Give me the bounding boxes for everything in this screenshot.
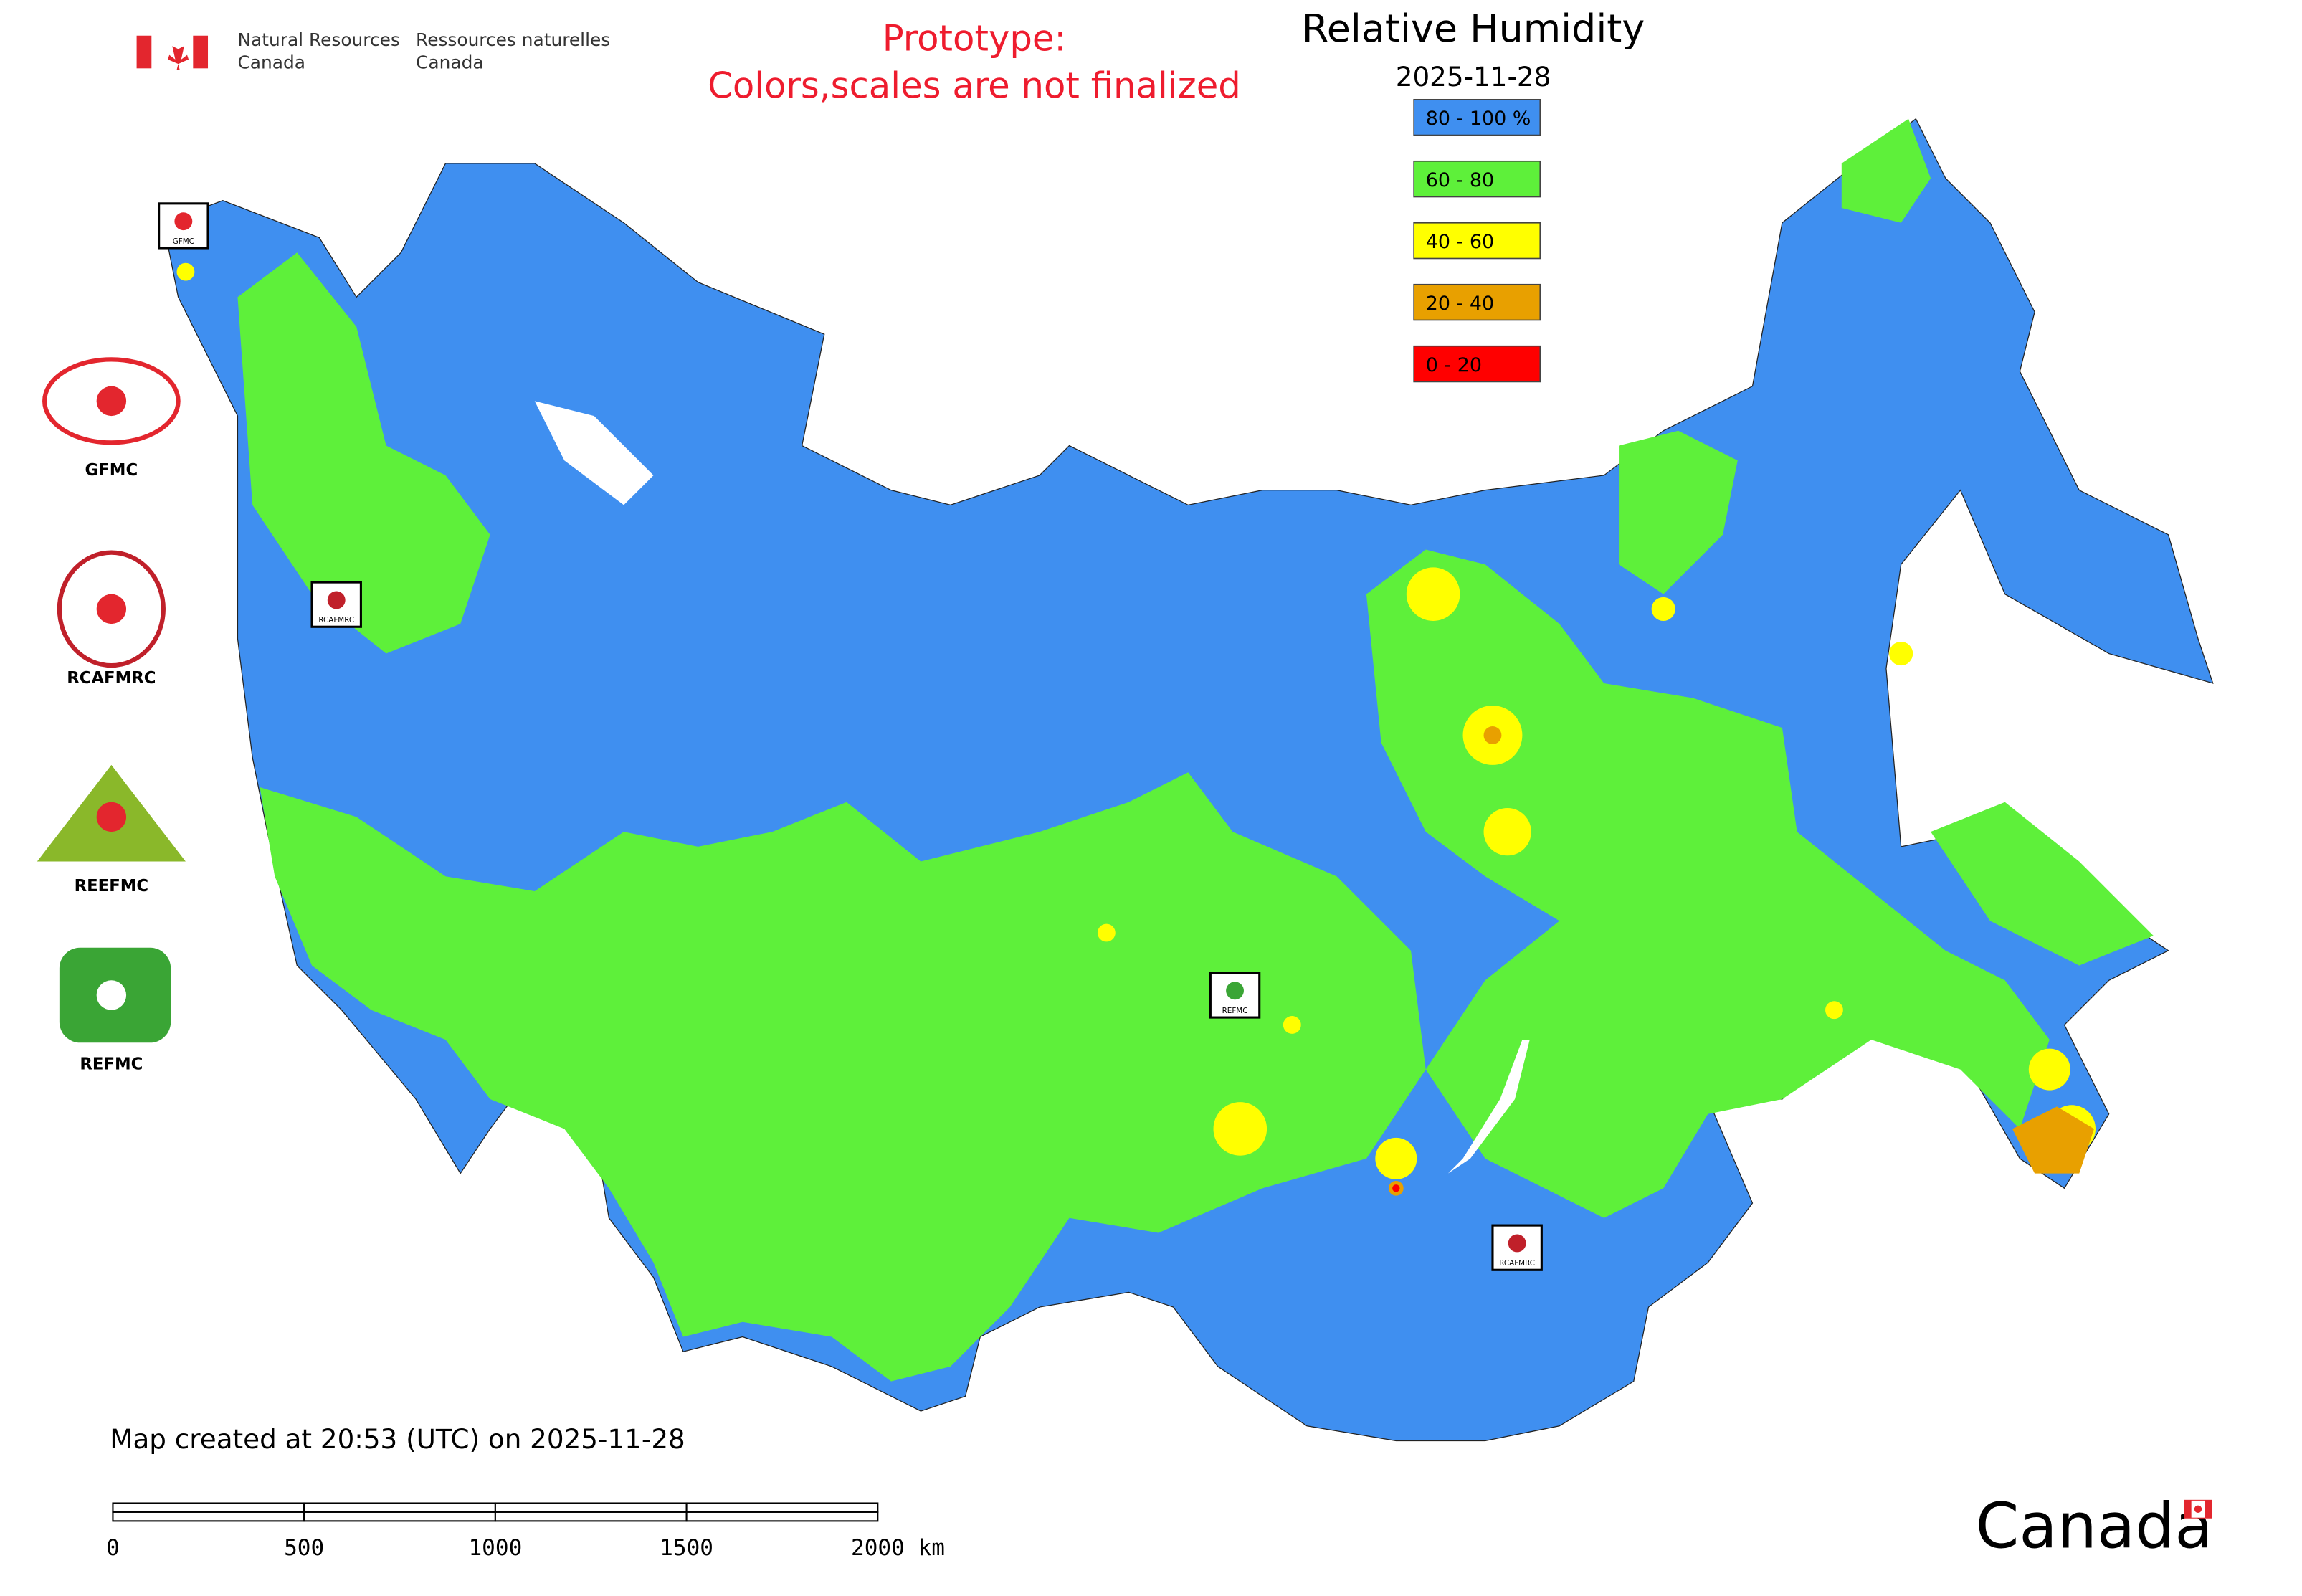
lake	[534, 401, 654, 505]
humidity-zone	[1651, 597, 1675, 621]
logo-emblem	[96, 980, 127, 1010]
humidity-zone	[2012, 1106, 2094, 1174]
legend-label: 80 - 100 %	[1426, 108, 1531, 130]
department-fr-2: Canada	[416, 52, 484, 72]
logo-label: REFMC	[80, 1055, 143, 1074]
humidity-zone	[1889, 641, 1913, 666]
humidity-zone	[1392, 1184, 1400, 1192]
legend-swatch	[1413, 222, 1541, 260]
humidity-zone	[237, 252, 490, 654]
scale-segment	[112, 1511, 305, 1522]
map-marker	[310, 581, 362, 628]
scale-segment	[494, 1511, 688, 1522]
humidity-zone	[1375, 1137, 1417, 1179]
map-marker-label: RCAFMRC	[1499, 1259, 1535, 1268]
scale-label: 2000 km	[851, 1535, 945, 1561]
humidity-zone	[1366, 549, 2050, 1218]
humidity-zone	[176, 262, 195, 281]
scale-segment	[685, 1511, 879, 1522]
logo-emblem	[96, 594, 127, 624]
scale-label: 1000	[468, 1535, 522, 1561]
scale-label: 1500	[660, 1535, 713, 1561]
legend-label: 60 - 80	[1426, 169, 1494, 191]
legend-swatch	[1413, 283, 1541, 321]
gc-signature: Natural Resources Canada Ressources natu…	[136, 29, 610, 72]
humidity-zone	[1213, 1102, 1267, 1156]
humidity-zone	[2028, 1048, 2070, 1091]
legend-label: 0 - 20	[1426, 354, 1482, 376]
legend-label: 40 - 60	[1426, 231, 1494, 253]
humidity-zone	[1931, 802, 2154, 966]
legend: 80 - 100 % 60 - 80 40 - 60 20 - 40 0 - 20	[1413, 98, 1541, 383]
lake	[1447, 1040, 1530, 1174]
department-en-2: Canada	[237, 52, 305, 72]
humidity-zone	[1825, 1001, 1843, 1020]
scale-label: 0	[106, 1535, 120, 1561]
scale-segment	[685, 1502, 879, 1513]
footer-note: Map created at 20:53 (UTC) on 2025-11-28	[110, 1423, 685, 1455]
logos: GFMC RCAFMRC REEFMC REFMC GFMC RCAFMRC REFMC RC…	[37, 202, 1543, 1271]
prototype-notice: Prototype:	[883, 17, 1067, 59]
humidity-zone	[1619, 430, 1738, 594]
logo-label: RCAFMRC	[67, 669, 156, 688]
logo-emblem	[96, 802, 127, 832]
map-marker-label: GFMC	[173, 237, 194, 246]
humidity-zone	[1283, 1016, 1301, 1034]
scale-segment	[494, 1502, 688, 1513]
scale-segment	[112, 1502, 305, 1513]
wordmark-flag	[2184, 1499, 2212, 1519]
map-marker-label: REFMC	[1222, 1007, 1248, 1015]
humidity-map	[163, 118, 2214, 1442]
map-marker	[327, 591, 346, 609]
humidity-zone	[1097, 923, 1116, 942]
canada-wordmark: Canada	[1976, 1490, 2213, 1563]
humidity-zone	[1483, 807, 1531, 856]
scale-bar: 0 500 1000 1500 2000 km	[106, 1502, 945, 1561]
map-marker-label: RCAFMRC	[318, 616, 354, 624]
legend-date: 2025-11-28	[1396, 61, 1551, 92]
legend-swatch	[1413, 345, 1541, 383]
legend-title: Relative Humidity	[1302, 6, 1645, 51]
scale-label: 500	[284, 1535, 324, 1561]
prototype-notice: Colors,scales are not finalized	[708, 65, 1241, 107]
humidity-zone	[1841, 118, 1931, 223]
legend-label: 20 - 40	[1426, 293, 1494, 315]
legend-swatch	[1413, 98, 1541, 136]
logo-emblem	[96, 386, 127, 417]
map-marker	[174, 212, 193, 231]
map-marker	[1226, 982, 1244, 1000]
department-en-1: Natural Resources	[237, 29, 399, 50]
legend-swatch	[1413, 160, 1541, 198]
scale-segment	[303, 1502, 496, 1513]
logo-label: REEFMC	[75, 877, 149, 896]
map-marker	[1508, 1234, 1526, 1253]
humidity-zone	[260, 772, 1426, 1382]
humidity-zone	[1483, 726, 1502, 744]
scale-segment	[303, 1511, 496, 1522]
logo-label: GFMC	[85, 461, 138, 480]
humidity-zone	[1406, 567, 1460, 621]
department-fr-1: Ressources naturelles	[416, 29, 610, 50]
